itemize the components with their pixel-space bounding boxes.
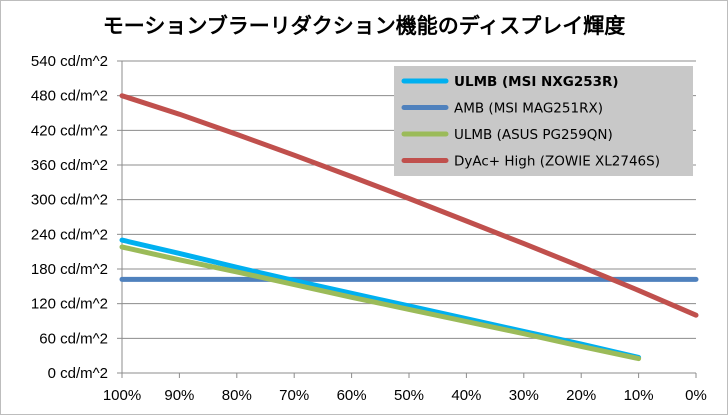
x-tick-label: 80% bbox=[222, 387, 252, 404]
y-tick-label: 120 cd/m^2 bbox=[31, 296, 108, 313]
y-tick-label: 180 cd/m^2 bbox=[31, 261, 108, 278]
y-tick-label: 540 cd/m^2 bbox=[31, 53, 108, 70]
legend: ULMB (MSI NXG253R) AMB (MSI MAG251RX) ULMB… bbox=[394, 66, 693, 176]
x-tick-label: 70% bbox=[279, 387, 309, 404]
x-tick-label: 0% bbox=[685, 387, 707, 404]
y-tick-label: 360 cd/m^2 bbox=[31, 157, 108, 174]
y-tick-label: 60 cd/m^2 bbox=[39, 330, 108, 347]
axes bbox=[117, 60, 697, 378]
series-line bbox=[119, 93, 699, 318]
x-tick-label: 50% bbox=[394, 387, 424, 404]
legend-label: DyAc+ High (ZOWIE XL2746S) bbox=[454, 154, 660, 170]
legend-label: AMB (MSI MAG251RX) bbox=[454, 101, 603, 117]
chart-title: モーションブラーリダクション機能のディスプレイ輝度 bbox=[102, 14, 626, 38]
x-tick-label: 20% bbox=[566, 387, 596, 404]
y-tick-label: 0 cd/m^2 bbox=[48, 365, 108, 382]
legend-box bbox=[394, 66, 693, 176]
tick-labels: 0 cd/m^2 60 cd/m^2 120 cd/m^2 180 cd/m^2 240… bbox=[31, 53, 707, 404]
series-line bbox=[119, 244, 642, 362]
y-tick-label: 300 cd/m^2 bbox=[31, 192, 108, 209]
y-tick-label: 240 cd/m^2 bbox=[31, 226, 108, 243]
y-tick-label: 420 cd/m^2 bbox=[31, 122, 108, 139]
legend-label: ULMB (MSI NXG253R) bbox=[454, 74, 619, 90]
x-tick-label: 30% bbox=[509, 387, 539, 404]
x-tick-label: 40% bbox=[451, 387, 481, 404]
x-tick-label: 60% bbox=[337, 387, 367, 404]
x-tick-label: 100% bbox=[103, 387, 141, 404]
x-tick-label: 90% bbox=[164, 387, 194, 404]
x-tick-label: 10% bbox=[624, 387, 654, 404]
legend-label: ULMB (ASUS PG259QN) bbox=[454, 127, 613, 143]
series-lines bbox=[119, 93, 699, 362]
y-tick-label: 480 cd/m^2 bbox=[31, 88, 108, 105]
